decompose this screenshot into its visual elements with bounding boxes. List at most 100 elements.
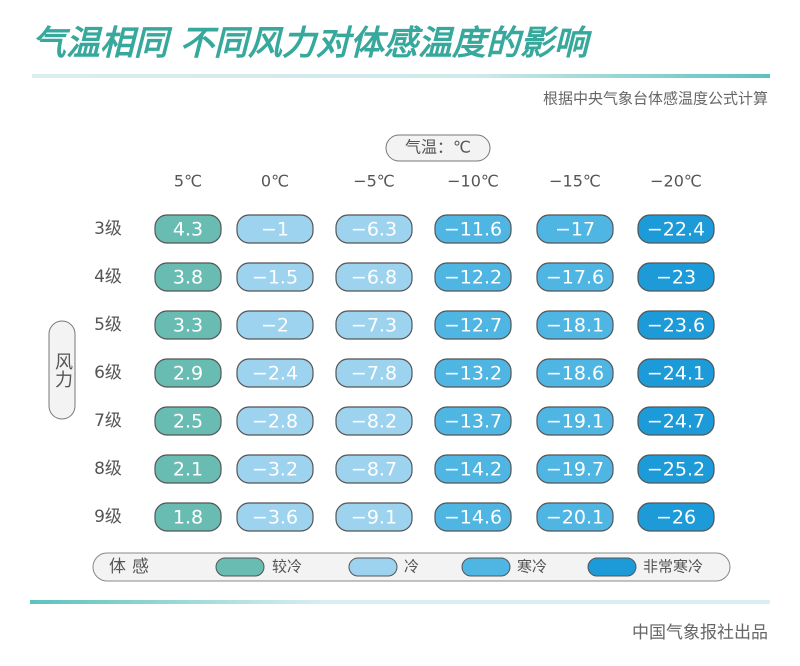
- value-pill: [154, 358, 222, 388]
- column-label: −15℃: [549, 172, 601, 191]
- value-pill: [637, 310, 715, 340]
- value-label: −7.8: [351, 363, 397, 385]
- value-label: −18.6: [546, 363, 604, 385]
- value-label: −13.2: [444, 363, 502, 385]
- value-label: 4.3: [173, 219, 203, 241]
- column-label: −10℃: [447, 172, 499, 191]
- value-label: −2.8: [252, 411, 298, 433]
- value-pill: [236, 406, 314, 436]
- subtitle: 根据中央气象台体感温度公式计算: [543, 90, 768, 108]
- value-pill: [335, 214, 413, 244]
- value-pill: [434, 310, 512, 340]
- value-pill: [536, 358, 614, 388]
- column-label: −5℃: [353, 172, 395, 191]
- value-label: −17.6: [546, 267, 604, 289]
- value-label: 3.3: [173, 315, 203, 337]
- value-pill: [335, 262, 413, 292]
- value-pill: [637, 262, 715, 292]
- value-label: −24.7: [647, 411, 705, 433]
- value-pill: [536, 310, 614, 340]
- value-pill: [335, 454, 413, 484]
- column-header: 气温：℃: [405, 138, 471, 157]
- footer: 中国气象报社出品: [632, 623, 768, 643]
- title: 气温相同 不同风力对体感温度的影响: [32, 24, 593, 64]
- value-pill: [637, 406, 715, 436]
- value-label: −14.6: [444, 507, 502, 529]
- value-pill: [637, 214, 715, 244]
- value-label: −8.7: [351, 459, 397, 481]
- value-pill: [536, 406, 614, 436]
- legend-label: 非常寒冷: [643, 558, 703, 576]
- value-pill: [536, 214, 614, 244]
- value-pill: [154, 214, 222, 244]
- value-pill: [434, 502, 512, 532]
- value-pill: [154, 262, 222, 292]
- value-pill: [236, 454, 314, 484]
- value-label: −19.7: [546, 459, 604, 481]
- value-label: −23: [656, 267, 696, 289]
- legend-title: 体感: [109, 557, 155, 577]
- column-label: −20℃: [650, 172, 702, 191]
- legend-swatch: [215, 557, 265, 577]
- value-pill: [236, 358, 314, 388]
- value-pill: [335, 502, 413, 532]
- row-label: 3级: [94, 219, 122, 239]
- value-pill: [154, 454, 222, 484]
- value-pill: [637, 454, 715, 484]
- column-header-pill: [385, 134, 491, 162]
- value-pill: [434, 406, 512, 436]
- value-label: −26: [656, 507, 696, 529]
- legend-swatch: [587, 557, 637, 577]
- row-label: 8级: [94, 459, 122, 479]
- row-header: 风力: [52, 352, 73, 388]
- value-label: −20.1: [546, 507, 604, 529]
- row-label: 5级: [94, 315, 122, 335]
- value-label: −12.7: [444, 315, 502, 337]
- value-label: −14.2: [444, 459, 502, 481]
- value-label: −25.2: [647, 459, 705, 481]
- value-label: −9.1: [351, 507, 397, 529]
- value-label: 3.8: [173, 267, 203, 289]
- legend-swatch: [461, 557, 511, 577]
- value-label: −2.4: [252, 363, 298, 385]
- value-pill: [154, 310, 222, 340]
- value-pill: [154, 502, 222, 532]
- value-label: −18.1: [546, 315, 604, 337]
- row-label: 6级: [94, 363, 122, 383]
- value-label: −13.7: [444, 411, 502, 433]
- value-pill: [637, 502, 715, 532]
- value-pill: [434, 358, 512, 388]
- value-pill: [236, 502, 314, 532]
- value-label: −1.5: [252, 267, 298, 289]
- value-pill: [236, 310, 314, 340]
- value-label: −7.3: [351, 315, 397, 337]
- value-label: 2.1: [173, 459, 203, 481]
- value-pill: [236, 214, 314, 244]
- value-label: −24.1: [647, 363, 705, 385]
- column-label: 0℃: [261, 172, 289, 191]
- value-label: −3.6: [252, 507, 298, 529]
- row-header-pill: [48, 320, 76, 420]
- row-label: 7级: [94, 411, 122, 431]
- value-label: −6.3: [351, 219, 397, 241]
- value-label: 1.8: [173, 507, 203, 529]
- value-label: −11.6: [444, 219, 502, 241]
- value-label: 2.5: [173, 411, 203, 433]
- value-label: −23.6: [647, 315, 705, 337]
- row-label: 4级: [94, 267, 122, 287]
- value-label: −19.1: [546, 411, 604, 433]
- value-pill: [536, 454, 614, 484]
- value-label: −3.2: [252, 459, 298, 481]
- value-pill: [434, 262, 512, 292]
- value-pill: [335, 310, 413, 340]
- value-pill: [434, 454, 512, 484]
- value-label: −8.2: [351, 411, 397, 433]
- value-pill: [536, 502, 614, 532]
- legend-swatch: [348, 557, 398, 577]
- value-label: −17: [555, 219, 595, 241]
- value-pill: [154, 406, 222, 436]
- value-label: −22.4: [647, 219, 705, 241]
- divider: [32, 74, 770, 78]
- value-label: −1: [261, 219, 289, 241]
